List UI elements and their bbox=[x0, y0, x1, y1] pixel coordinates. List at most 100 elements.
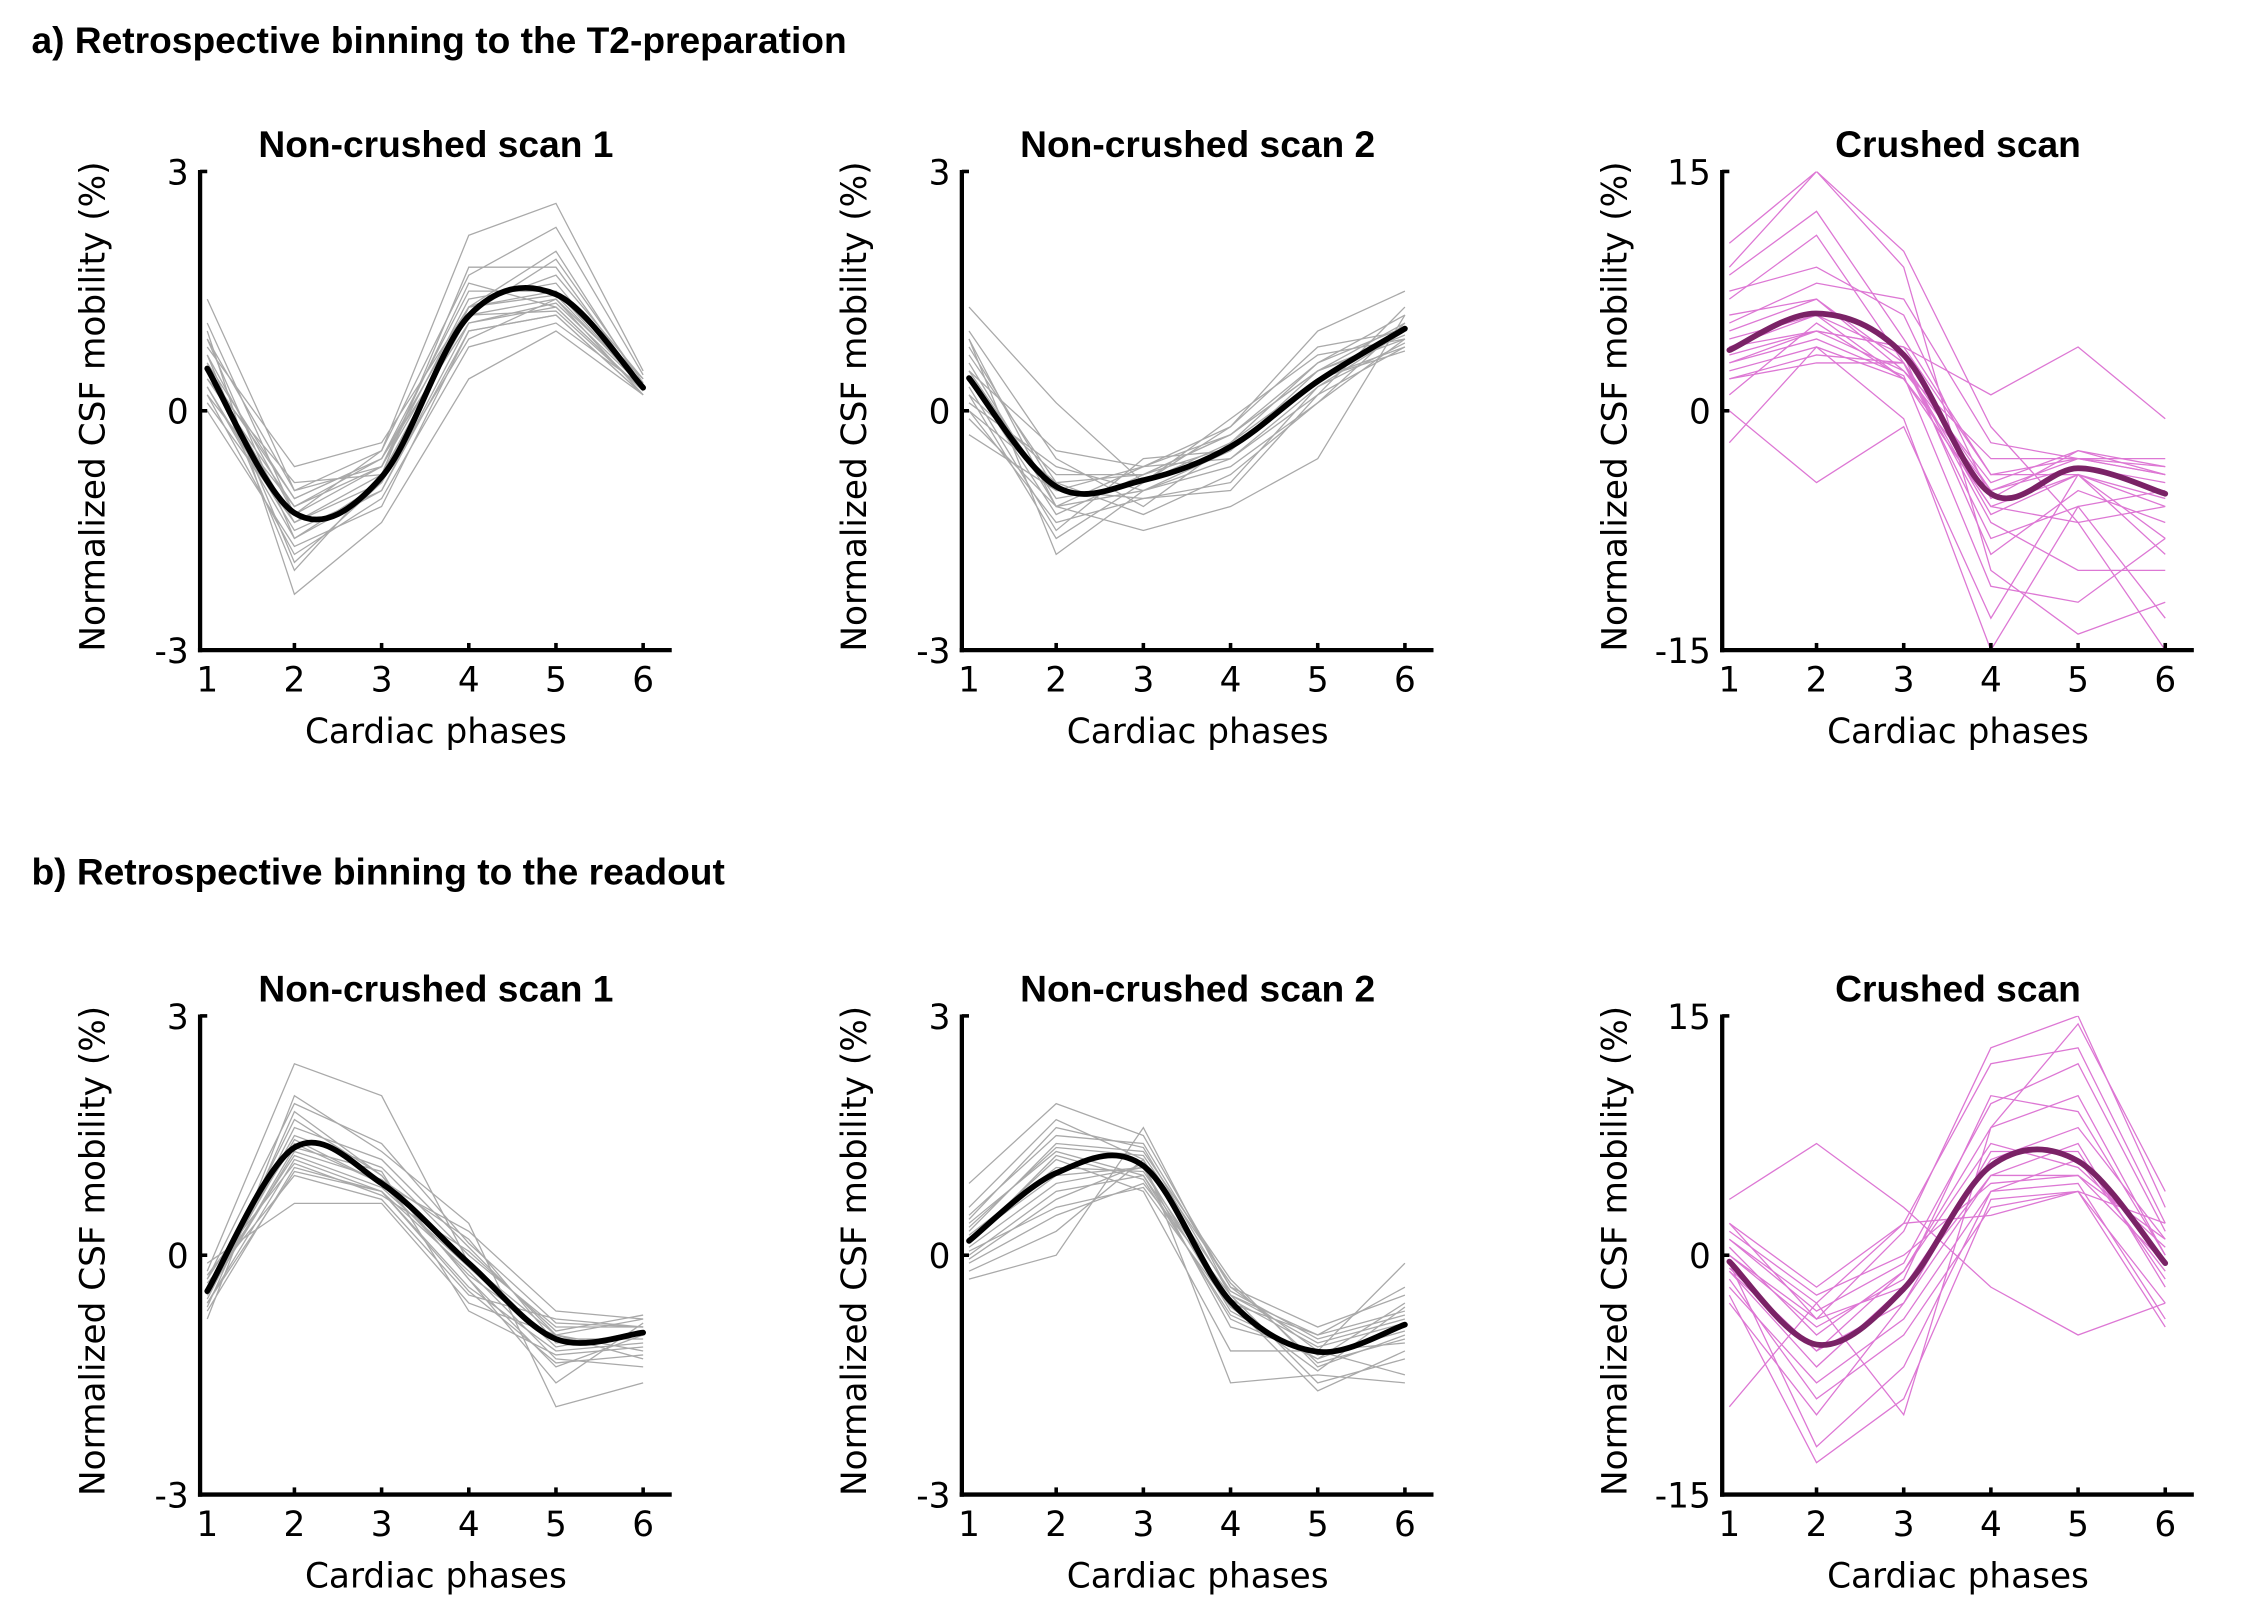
x-tick-label: 2 bbox=[1806, 1505, 1828, 1545]
subject-line bbox=[1728, 210, 2166, 539]
subject-line bbox=[1729, 314, 2166, 556]
x-tick-label: 3 bbox=[1893, 661, 1915, 701]
plot-area bbox=[204, 1062, 647, 1408]
x-tick-label: 5 bbox=[545, 661, 567, 701]
x-tick-label: 5 bbox=[1307, 1505, 1329, 1545]
x-tick-label: 4 bbox=[458, 1505, 480, 1545]
x-tick-label: 2 bbox=[1806, 661, 1828, 701]
subject-line bbox=[1728, 1174, 2166, 1368]
subject-line bbox=[206, 1142, 644, 1320]
subject-line bbox=[1728, 1182, 2166, 1448]
subject-line bbox=[1728, 410, 2166, 620]
subject-line bbox=[206, 1094, 644, 1408]
chart-panel-6: Crushed scan -15 0 15 1 2 3 4 5 6 Cardiac phases No… bbox=[1595, 968, 2194, 1596]
subject-line bbox=[1728, 1190, 2166, 1464]
x-tick-label: 1 bbox=[1718, 661, 1740, 701]
section-title-a: a) Retrospective binning to the T2-prepa… bbox=[31, 19, 846, 61]
subject-line bbox=[968, 1126, 1406, 1384]
mean-line bbox=[204, 284, 647, 523]
mean-line bbox=[204, 1139, 647, 1346]
subject-line bbox=[1728, 1142, 2166, 1336]
subject-line bbox=[1728, 346, 2166, 651]
subject-line bbox=[968, 326, 1406, 468]
x-axis-label: Cardiac phases bbox=[1067, 1556, 1329, 1596]
x-tick-label: 4 bbox=[1220, 661, 1242, 701]
x-tick-label: 6 bbox=[632, 661, 654, 701]
x-tick-label: 4 bbox=[1980, 1505, 2002, 1545]
mean-line bbox=[966, 1152, 1408, 1355]
subject-line bbox=[1728, 1174, 2166, 1296]
subject-line bbox=[1728, 1190, 2166, 1400]
chart-panel-3: Crushed scan -15 0 15 1 2 3 4 5 6 Cardiac phases No… bbox=[1595, 123, 2194, 752]
plot-area bbox=[1726, 1015, 2169, 1464]
subject-line bbox=[206, 294, 644, 508]
y-tick-label: -3 bbox=[916, 632, 950, 672]
y-tick-label: 0 bbox=[929, 1237, 951, 1277]
panel-title: Non-crushed scan 2 bbox=[1020, 123, 1375, 165]
x-tick-label: 4 bbox=[458, 661, 480, 701]
subject-line bbox=[968, 1162, 1406, 1340]
subject-line bbox=[1729, 266, 2166, 500]
subject-line bbox=[206, 314, 644, 548]
subject-line bbox=[1729, 338, 2166, 603]
x-tick-label: 6 bbox=[1394, 661, 1416, 701]
x-tick-label: 2 bbox=[1045, 1505, 1067, 1545]
x-tick-label: 2 bbox=[284, 661, 306, 701]
y-tick-label: -3 bbox=[154, 1476, 188, 1516]
x-tick-label: 1 bbox=[196, 1505, 218, 1545]
x-axis-label: Cardiac phases bbox=[1827, 1556, 2089, 1596]
x-axis-label: Cardiac phases bbox=[1067, 712, 1329, 752]
y-tick-label: 15 bbox=[1667, 153, 1711, 193]
y-tick-label: 0 bbox=[1689, 393, 1711, 433]
subject-line bbox=[968, 330, 1406, 508]
y-axis-label: Normalized CSF mobility (%) bbox=[73, 1006, 113, 1496]
subject-line bbox=[968, 314, 1406, 532]
x-tick-label: 3 bbox=[371, 1505, 393, 1545]
subject-line bbox=[968, 1134, 1406, 1328]
y-axis-label: Normalized CSF mobility (%) bbox=[1595, 161, 1635, 651]
subject-line bbox=[206, 1158, 644, 1352]
subject-line bbox=[206, 1170, 644, 1364]
x-tick-label: 6 bbox=[632, 1505, 654, 1545]
subject-line bbox=[206, 1118, 644, 1368]
y-tick-label: 15 bbox=[1667, 998, 1711, 1038]
section-title-b: b) Retrospective binning to the readout bbox=[31, 850, 724, 892]
x-tick-label: 2 bbox=[1045, 661, 1067, 701]
subject-line bbox=[206, 1166, 644, 1368]
y-axis-label: Normalized CSF mobility (%) bbox=[73, 161, 113, 651]
plot-area bbox=[1726, 171, 2169, 651]
y-tick-label: -15 bbox=[1655, 632, 1711, 672]
x-axis-label: Cardiac phases bbox=[305, 712, 567, 752]
y-tick-label: 3 bbox=[167, 998, 189, 1038]
x-tick-label: 6 bbox=[1394, 1505, 1416, 1545]
subject-line bbox=[206, 1110, 644, 1384]
subject-line bbox=[968, 314, 1406, 508]
x-tick-label: 5 bbox=[545, 1505, 567, 1545]
x-tick-label: 1 bbox=[196, 661, 218, 701]
subject-line bbox=[206, 302, 644, 540]
subject-line bbox=[1728, 1047, 2166, 1304]
subject-line bbox=[1729, 354, 2166, 516]
subject-line bbox=[968, 1158, 1406, 1392]
subject-line bbox=[206, 202, 644, 492]
subject-line bbox=[1728, 171, 2166, 635]
y-tick-label: -3 bbox=[916, 1476, 950, 1516]
x-tick-label: 5 bbox=[2067, 661, 2089, 701]
panel-title: Non-crushed scan 2 bbox=[1020, 968, 1375, 1010]
subject-line bbox=[1729, 298, 2166, 476]
y-tick-label: 0 bbox=[167, 1237, 189, 1277]
chart-panel-1: Non-crushed scan 1 -3 0 3 1 2 3 4 5 6 Cardiac phas… bbox=[73, 123, 672, 752]
y-tick-label: 0 bbox=[167, 393, 189, 433]
plot-area bbox=[966, 290, 1408, 556]
subject-line bbox=[206, 1202, 644, 1336]
subject-line bbox=[206, 1174, 644, 1328]
y-tick-label: 0 bbox=[1689, 1237, 1711, 1277]
subject-line bbox=[1729, 330, 2166, 476]
subject-line bbox=[968, 1146, 1406, 1364]
y-axis-label: Normalized CSF mobility (%) bbox=[835, 1006, 875, 1496]
x-tick-label: 1 bbox=[958, 661, 980, 701]
subject-line bbox=[968, 322, 1406, 516]
subject-line bbox=[206, 226, 644, 516]
x-tick-label: 5 bbox=[1307, 661, 1329, 701]
